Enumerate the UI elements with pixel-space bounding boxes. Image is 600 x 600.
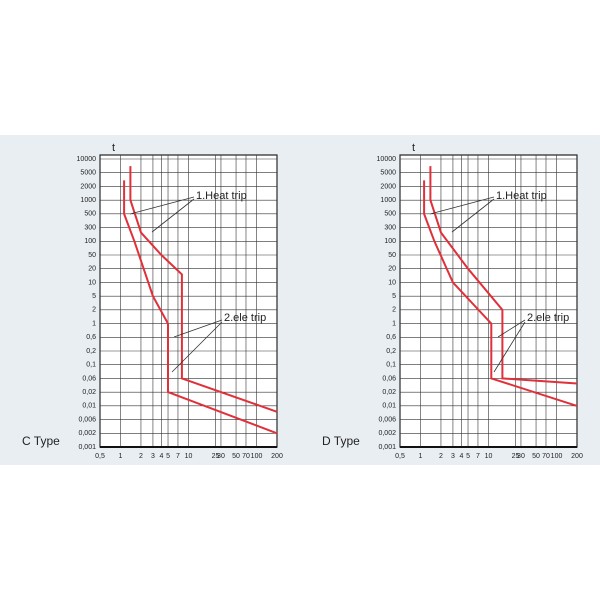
y-tick-label: 1 <box>392 320 396 327</box>
y-tick-label: 1 <box>92 320 96 327</box>
x-tick-label: 100 <box>251 453 263 460</box>
y-axis-label: t <box>112 142 115 154</box>
x-tick-label: 5 <box>166 453 170 460</box>
y-tick-label: 0,02 <box>82 389 96 396</box>
curve <box>129 166 278 413</box>
leader-line <box>173 319 223 338</box>
y-tick-label: 50 <box>388 252 396 259</box>
y-tick-label: 0,1 <box>86 362 96 369</box>
x-tick-label: 0,5 <box>95 453 105 460</box>
y-tick-label: 5000 <box>380 170 396 177</box>
y-tick-label: 0,2 <box>386 348 396 355</box>
leader-line <box>429 196 495 215</box>
y-tick-label: 500 <box>84 211 96 218</box>
x-tick-label: 50 <box>232 453 240 460</box>
y-tick-label: 2000 <box>80 183 96 190</box>
y-tick-label: 0,001 <box>78 444 96 451</box>
x-tick-label: 70 <box>542 453 550 460</box>
y-tick-label: 5000 <box>80 170 96 177</box>
y-tick-label: 10000 <box>377 156 397 163</box>
chart-title: D Type <box>322 434 360 448</box>
x-tick-label: 10 <box>485 453 493 460</box>
x-tick-label: 4 <box>459 453 463 460</box>
y-tick-label: 0,01 <box>382 403 396 410</box>
y-tick-label: 0,1 <box>386 362 396 369</box>
y-tick-label: 0,02 <box>382 389 396 396</box>
y-tick-label: 5 <box>92 293 96 300</box>
annotation: 1.Heat trip <box>496 190 547 202</box>
y-tick-label: 2 <box>392 307 396 314</box>
chart-title: C Type <box>22 434 60 448</box>
y-tick-label: 10 <box>88 279 96 286</box>
x-tick-label: 3 <box>451 453 455 460</box>
x-tick-label: 100 <box>551 453 563 460</box>
curve <box>423 180 578 407</box>
curve <box>123 180 278 435</box>
y-tick-label: 1000 <box>80 197 96 204</box>
x-tick-label: 30 <box>217 453 225 460</box>
x-tick-label: 7 <box>476 453 480 460</box>
y-tick-label: 100 <box>384 238 396 245</box>
y-tick-label: 300 <box>384 224 396 231</box>
leader-line <box>493 321 526 373</box>
leader-line <box>497 319 526 338</box>
y-tick-label: 0,06 <box>82 375 96 382</box>
x-tick-label: 7 <box>176 453 180 460</box>
x-tick-label: 30 <box>517 453 525 460</box>
y-tick-label: 0,6 <box>386 334 396 341</box>
y-tick-label: 2 <box>92 307 96 314</box>
x-tick-label: 5 <box>466 453 470 460</box>
y-tick-label: 0,006 <box>78 416 96 423</box>
x-tick-label: 3 <box>151 453 155 460</box>
y-tick-label: 0,01 <box>82 403 96 410</box>
leader-line <box>171 321 223 373</box>
y-tick-label: 2000 <box>380 183 396 190</box>
x-tick-label: 50 <box>532 453 540 460</box>
leader-line <box>129 196 195 215</box>
x-tick-label: 25 <box>512 453 520 460</box>
y-tick-label: 10000 <box>77 156 97 163</box>
annotation: 1.Heat trip <box>196 190 247 202</box>
y-tick-label: 0,06 <box>382 375 396 382</box>
y-tick-label: 0,002 <box>78 430 96 437</box>
x-tick-label: 1 <box>419 453 423 460</box>
y-tick-label: 1000 <box>380 197 396 204</box>
x-tick-label: 4 <box>159 453 163 460</box>
annotation: 2.ele trip <box>527 312 569 324</box>
y-tick-label: 500 <box>384 211 396 218</box>
y-tick-label: 5 <box>392 293 396 300</box>
x-tick-label: 10 <box>185 453 193 460</box>
leader-line <box>151 198 195 233</box>
y-tick-label: 20 <box>88 266 96 273</box>
y-tick-label: 20 <box>388 266 396 273</box>
x-tick-label: 200 <box>271 453 283 460</box>
y-tick-label: 300 <box>84 224 96 231</box>
x-tick-label: 2 <box>139 453 143 460</box>
x-tick-label: 70 <box>242 453 250 460</box>
leader-line <box>451 198 495 233</box>
x-tick-label: 200 <box>571 453 583 460</box>
x-tick-label: 25 <box>212 453 220 460</box>
y-axis-label: t <box>412 142 415 154</box>
y-tick-label: 0,006 <box>378 416 396 423</box>
x-tick-label: 1 <box>119 453 123 460</box>
y-tick-label: 10 <box>388 279 396 286</box>
y-tick-label: 0,001 <box>378 444 396 451</box>
x-tick-label: 2 <box>439 453 443 460</box>
y-tick-label: 100 <box>84 238 96 245</box>
y-tick-label: 50 <box>88 252 96 259</box>
x-tick-label: 0,5 <box>395 453 405 460</box>
y-tick-label: 0,2 <box>86 348 96 355</box>
y-tick-label: 0,002 <box>378 430 396 437</box>
curve <box>429 166 578 385</box>
annotation: 2.ele trip <box>224 312 266 324</box>
y-tick-label: 0,6 <box>86 334 96 341</box>
